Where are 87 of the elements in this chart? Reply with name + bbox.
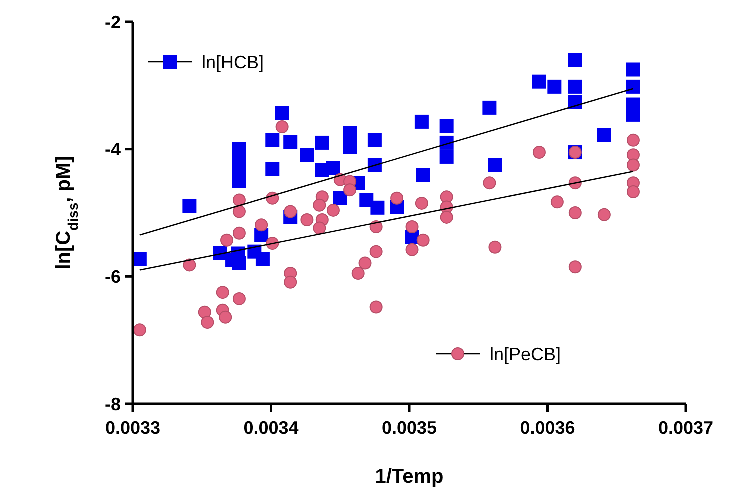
- point: [416, 234, 430, 247]
- point: [626, 80, 640, 94]
- x-tick-label: 0.0035: [382, 418, 438, 438]
- point: [488, 158, 502, 172]
- point: [300, 148, 314, 162]
- point: [266, 133, 280, 148]
- point: [568, 95, 582, 110]
- point: [275, 106, 290, 120]
- x-axis-title: 1/Temp: [375, 466, 444, 488]
- point: [232, 226, 246, 240]
- y-tick-label: -2: [104, 12, 121, 32]
- x-tick-label: 0.0036: [520, 418, 576, 438]
- point: [213, 246, 228, 260]
- point: [333, 191, 348, 206]
- point: [406, 220, 419, 234]
- point: [626, 62, 640, 77]
- point: [219, 310, 232, 324]
- x-tick-label: 0.0033: [105, 418, 161, 438]
- point: [201, 316, 214, 330]
- y-tick-label: -8: [104, 394, 121, 414]
- point: [488, 240, 502, 254]
- point: [216, 286, 230, 300]
- point: [440, 119, 454, 134]
- point: [440, 136, 454, 150]
- point: [370, 300, 383, 314]
- point: [626, 148, 640, 162]
- point: [360, 193, 374, 208]
- point: [313, 222, 326, 235]
- point: [626, 134, 640, 147]
- point: [368, 158, 382, 172]
- point: [532, 74, 546, 89]
- point: [414, 114, 429, 129]
- point: [626, 158, 640, 172]
- point: [232, 174, 246, 188]
- point: [183, 258, 196, 272]
- point: [416, 168, 430, 182]
- y-tick-label: -4: [104, 140, 121, 160]
- point: [548, 80, 562, 94]
- point: [626, 185, 640, 198]
- point: [232, 205, 246, 218]
- point: [440, 210, 454, 224]
- point: [232, 194, 246, 207]
- point: [598, 208, 611, 222]
- point: [390, 192, 404, 205]
- point: [284, 135, 298, 150]
- point: [626, 108, 640, 122]
- point: [532, 146, 546, 160]
- point: [232, 292, 246, 306]
- point: [358, 256, 372, 270]
- point: [368, 133, 382, 148]
- point: [568, 206, 582, 220]
- point: [300, 214, 314, 227]
- point: [415, 196, 428, 210]
- point: [343, 140, 358, 154]
- point: [326, 161, 340, 176]
- point: [440, 150, 454, 164]
- point: [568, 260, 582, 274]
- point: [343, 126, 358, 140]
- point: [568, 53, 582, 68]
- x-tick-label: 0.0037: [658, 418, 714, 438]
- point: [482, 100, 497, 115]
- legend-label: ln[PeCB]: [490, 344, 562, 364]
- point: [256, 252, 270, 266]
- point: [313, 198, 326, 212]
- point: [483, 176, 496, 190]
- point: [284, 205, 298, 218]
- point: [550, 196, 564, 209]
- point: [597, 128, 612, 142]
- point: [255, 218, 268, 232]
- point: [220, 234, 234, 247]
- x-tick-label: 0.0034: [244, 418, 299, 438]
- point: [315, 136, 330, 150]
- point: [370, 245, 383, 258]
- point: [370, 200, 385, 215]
- point: [266, 162, 280, 176]
- point: [198, 306, 212, 319]
- point: [133, 324, 146, 337]
- point: [284, 276, 298, 289]
- point: [276, 120, 289, 134]
- legend-label: ln[HCB]: [202, 52, 264, 72]
- point: [344, 184, 357, 197]
- y-tick-label: -6: [104, 266, 121, 287]
- point: [326, 204, 340, 217]
- point: [182, 198, 197, 213]
- point: [568, 80, 582, 94]
- point: [352, 266, 365, 280]
- point: [406, 243, 419, 256]
